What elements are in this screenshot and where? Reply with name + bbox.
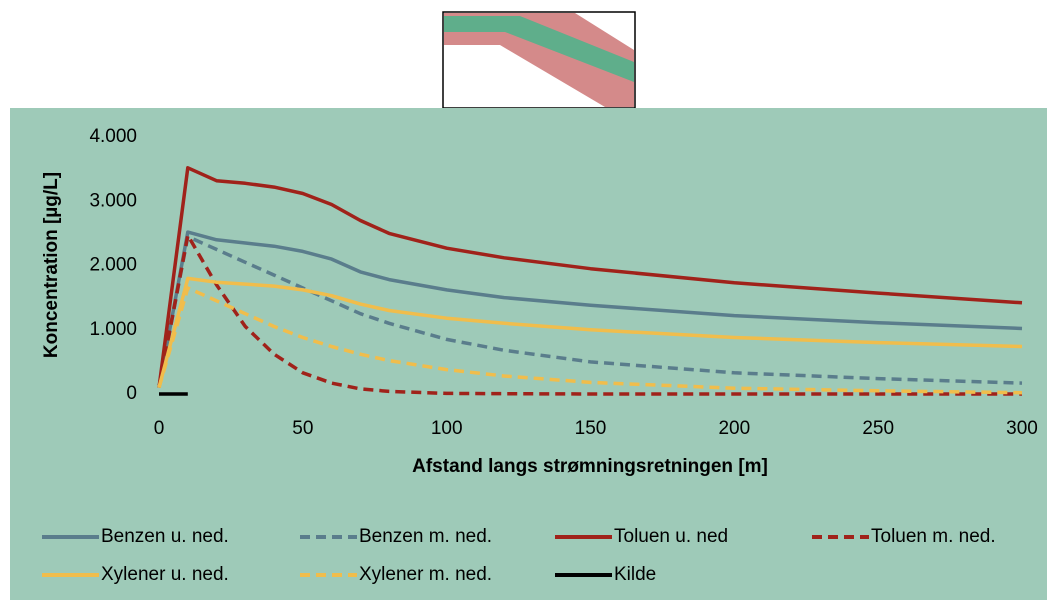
series-line <box>157 166 1023 388</box>
inset-image <box>442 11 636 109</box>
y-tick-label: 1.000 <box>89 319 137 340</box>
series-line <box>157 233 1022 396</box>
legend-label: Xylener u. ned. <box>101 564 229 585</box>
x-tick-label: 150 <box>575 418 607 439</box>
x-tick-label: 0 <box>154 418 165 439</box>
y-axis-title: Koncentration [µg/L] <box>41 172 62 358</box>
inset-green-band <box>444 16 634 82</box>
x-tick-label: 300 <box>1006 418 1038 439</box>
legend-label: Toluen u. ned <box>614 526 728 547</box>
series-line <box>157 286 1023 395</box>
y-tick-label: 0 <box>126 383 137 404</box>
legend-label: Kilde <box>614 564 656 585</box>
legend-label: Benzen u. ned. <box>101 526 229 547</box>
x-tick-label: 250 <box>862 418 894 439</box>
y-tick-label: 2.000 <box>89 255 137 276</box>
legend-label: Toluen m. ned. <box>871 526 996 547</box>
x-tick-label: 200 <box>718 418 750 439</box>
series-line <box>157 230 1023 388</box>
series-line <box>157 276 1023 389</box>
inset-red-band <box>444 13 634 107</box>
legend-label: Xylener m. ned. <box>359 564 492 585</box>
y-tick-label: 4.000 <box>89 126 137 147</box>
legend-label: Benzen m. ned. <box>359 526 492 547</box>
x-axis-title: Afstand langs strømningsretningen [m] <box>412 456 768 477</box>
x-tick-label: 50 <box>292 418 313 439</box>
x-tick-label: 100 <box>431 418 463 439</box>
y-tick-label: 3.000 <box>89 190 137 211</box>
series-line <box>157 234 1023 388</box>
